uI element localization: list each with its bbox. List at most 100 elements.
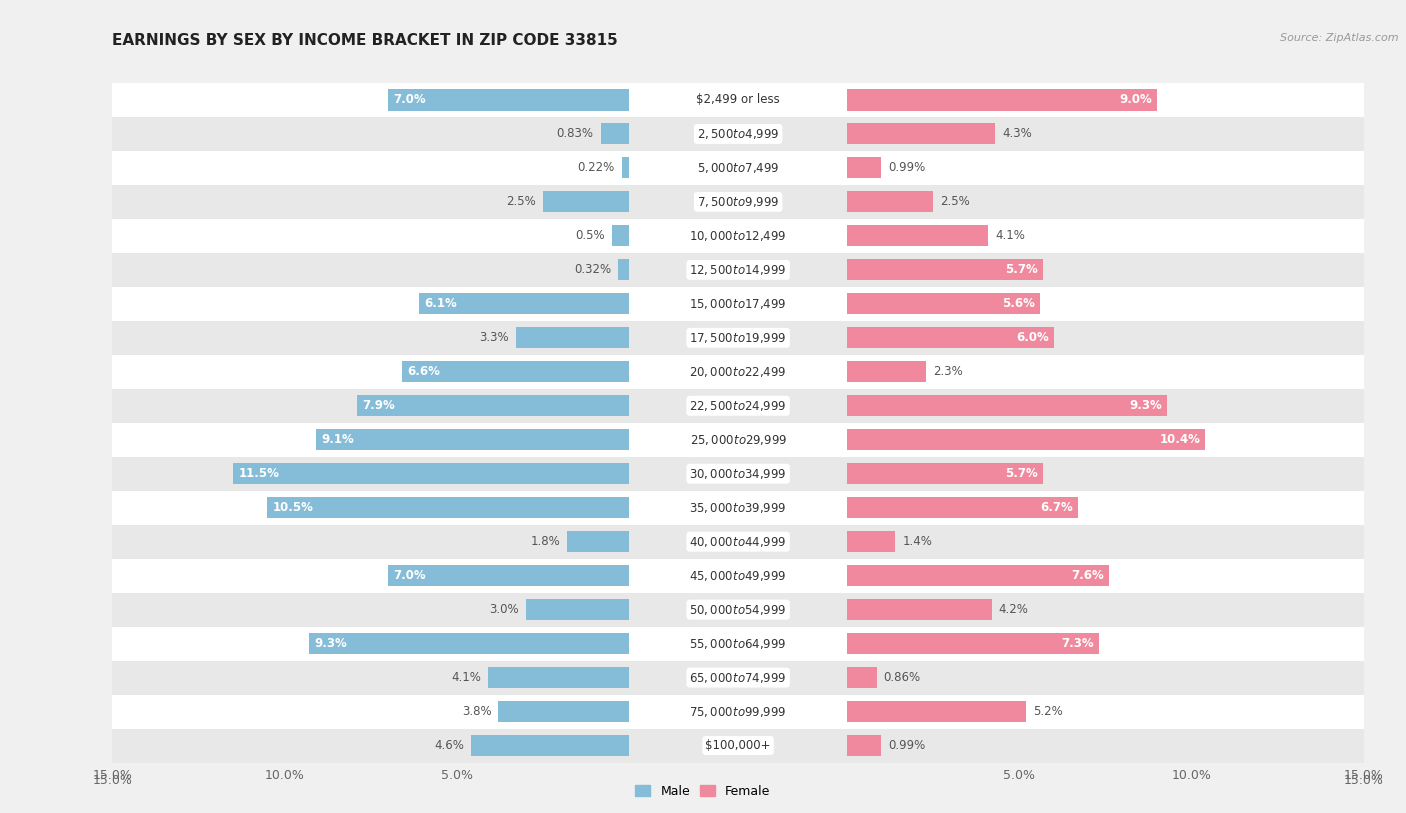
Text: 3.3%: 3.3% xyxy=(479,332,509,345)
Bar xyxy=(10,83,1215,117)
Text: 0.83%: 0.83% xyxy=(557,128,593,141)
Bar xyxy=(262,559,1406,593)
Text: 1.8%: 1.8% xyxy=(530,535,561,548)
Text: 0.99%: 0.99% xyxy=(889,162,925,175)
Text: $7,500 to $9,999: $7,500 to $9,999 xyxy=(697,195,779,209)
Bar xyxy=(846,667,877,688)
Bar xyxy=(619,259,630,280)
Text: 9.3%: 9.3% xyxy=(1129,399,1163,412)
Bar xyxy=(10,661,1215,694)
Bar xyxy=(262,524,1406,559)
Text: 15.0%: 15.0% xyxy=(93,775,132,788)
Text: 7.9%: 7.9% xyxy=(363,399,395,412)
Text: 5.7%: 5.7% xyxy=(1005,263,1038,276)
Text: 0.32%: 0.32% xyxy=(574,263,612,276)
Legend: Male, Female: Male, Female xyxy=(630,780,776,802)
Bar xyxy=(846,191,934,212)
Bar xyxy=(10,219,1215,253)
Bar xyxy=(10,117,1215,151)
Bar xyxy=(846,158,882,179)
Text: 1.4%: 1.4% xyxy=(903,535,932,548)
Bar xyxy=(316,429,630,450)
Bar xyxy=(846,225,988,246)
Bar xyxy=(846,701,1026,722)
Text: 7.6%: 7.6% xyxy=(1071,569,1104,582)
Text: 5.7%: 5.7% xyxy=(1005,467,1038,480)
Bar xyxy=(262,83,1406,117)
Bar xyxy=(262,593,1406,627)
Bar xyxy=(10,354,1215,389)
Text: 10.4%: 10.4% xyxy=(1160,433,1201,446)
Bar xyxy=(526,599,630,620)
Text: 9.0%: 9.0% xyxy=(1119,93,1152,107)
Bar xyxy=(0,219,1406,253)
Bar xyxy=(262,287,1406,321)
Text: $12,500 to $14,999: $12,500 to $14,999 xyxy=(689,263,787,277)
Bar xyxy=(846,124,995,145)
Bar xyxy=(419,293,630,315)
Bar xyxy=(10,457,1215,491)
Bar xyxy=(0,694,1406,728)
Bar xyxy=(600,124,630,145)
Bar xyxy=(10,185,1215,219)
Bar xyxy=(357,395,630,416)
Text: $45,000 to $49,999: $45,000 to $49,999 xyxy=(689,568,787,583)
Bar xyxy=(0,117,1406,151)
Bar xyxy=(846,259,1043,280)
Text: 9.3%: 9.3% xyxy=(314,637,347,650)
Bar xyxy=(262,661,1406,694)
Text: 5.2%: 5.2% xyxy=(1033,705,1063,718)
Bar xyxy=(846,463,1043,485)
Bar xyxy=(402,361,630,382)
Text: 6.1%: 6.1% xyxy=(425,298,457,311)
Text: $20,000 to $22,499: $20,000 to $22,499 xyxy=(689,365,787,379)
Bar xyxy=(0,661,1406,694)
Bar xyxy=(262,354,1406,389)
Text: 15.0%: 15.0% xyxy=(1344,775,1384,788)
Bar xyxy=(262,253,1406,287)
Text: $10,000 to $12,499: $10,000 to $12,499 xyxy=(689,229,787,243)
Bar xyxy=(612,225,630,246)
Text: $2,500 to $4,999: $2,500 to $4,999 xyxy=(697,127,779,141)
Bar xyxy=(846,89,1157,111)
Bar xyxy=(10,593,1215,627)
Text: 4.2%: 4.2% xyxy=(998,603,1029,616)
Text: 7.0%: 7.0% xyxy=(394,569,426,582)
Bar xyxy=(0,457,1406,491)
Bar xyxy=(262,219,1406,253)
Text: 4.1%: 4.1% xyxy=(995,229,1025,242)
Bar xyxy=(0,287,1406,321)
Text: $2,499 or less: $2,499 or less xyxy=(696,93,780,107)
Bar xyxy=(10,287,1215,321)
Text: $40,000 to $44,999: $40,000 to $44,999 xyxy=(689,535,787,549)
Text: 7.3%: 7.3% xyxy=(1060,637,1094,650)
Bar xyxy=(267,498,630,518)
Text: $22,500 to $24,999: $22,500 to $24,999 xyxy=(689,398,787,413)
Bar xyxy=(621,158,630,179)
Bar xyxy=(0,524,1406,559)
Bar xyxy=(846,735,882,756)
Bar xyxy=(388,565,630,586)
Text: 0.86%: 0.86% xyxy=(883,671,921,684)
Text: 2.5%: 2.5% xyxy=(506,195,536,208)
Bar xyxy=(262,457,1406,491)
Bar xyxy=(262,389,1406,423)
Bar xyxy=(846,395,1167,416)
Text: 7.0%: 7.0% xyxy=(394,93,426,107)
Bar xyxy=(262,151,1406,185)
Text: 4.3%: 4.3% xyxy=(1002,128,1032,141)
Bar xyxy=(846,599,991,620)
Text: 2.3%: 2.3% xyxy=(934,365,963,378)
Bar xyxy=(0,83,1406,117)
Bar xyxy=(488,667,630,688)
Bar xyxy=(846,361,927,382)
Bar xyxy=(309,633,630,654)
Text: 0.5%: 0.5% xyxy=(575,229,605,242)
Bar xyxy=(10,423,1215,457)
Bar xyxy=(10,694,1215,728)
Text: 6.6%: 6.6% xyxy=(406,365,440,378)
Text: 9.1%: 9.1% xyxy=(321,433,354,446)
Text: 3.8%: 3.8% xyxy=(461,705,492,718)
Bar xyxy=(846,293,1040,315)
Bar xyxy=(0,423,1406,457)
